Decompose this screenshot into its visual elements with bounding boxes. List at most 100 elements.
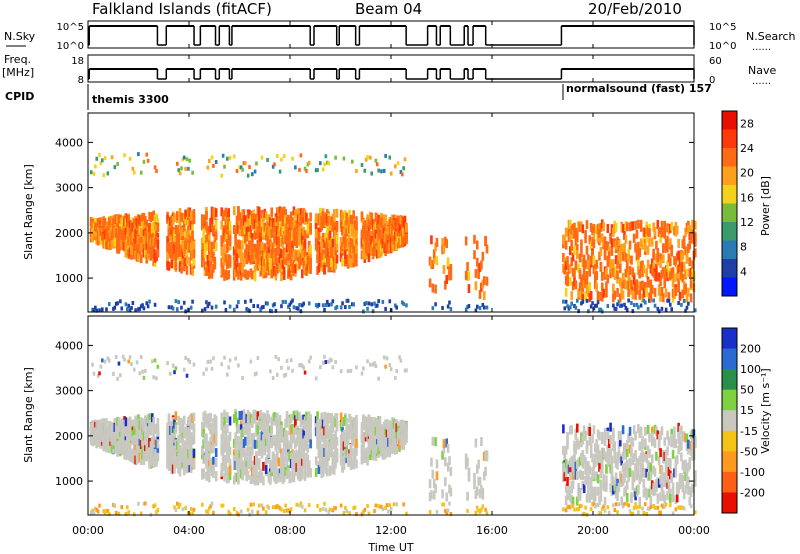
velocity-cell-1129 — [266, 419, 269, 429]
velocity-cell-1656 — [344, 505, 347, 510]
velocity-cell-1381 — [299, 501, 303, 506]
velocity-cell-1844 — [374, 452, 378, 462]
power-cell-2042 — [402, 217, 405, 227]
velocity-cell-1757 — [362, 366, 365, 371]
power-cell-1677 — [348, 234, 351, 244]
power-cell-641 — [185, 240, 189, 250]
velocity-cell-1296 — [288, 450, 292, 460]
velocity-cell-1124 — [264, 429, 268, 439]
power-cell-1894 — [381, 229, 385, 239]
velocity-cell-480 — [155, 423, 158, 433]
power-cell-1371 — [299, 215, 303, 225]
power-cell-1613 — [339, 242, 343, 252]
power-cell-1060 — [256, 258, 260, 268]
velocity-cell-1564 — [328, 357, 332, 362]
power-cell-2431 — [632, 233, 636, 243]
power-cell-2340 — [612, 283, 615, 293]
power-cell-2661 — [689, 278, 693, 288]
velocity-cell-333 — [134, 415, 137, 425]
power-cell-1310 — [291, 247, 294, 257]
power-cell-391 — [142, 248, 146, 258]
power-cell-2673 — [694, 237, 697, 247]
nsky-ytick-bottom-left: 10^0 — [57, 41, 84, 52]
power-cell-1141 — [267, 227, 271, 237]
velocity-cell-1402 — [302, 365, 305, 370]
velocity-cell-1447 — [309, 422, 312, 432]
velocity-cell-701 — [192, 426, 196, 436]
velocity-cell-1898 — [381, 431, 385, 441]
power-cell-2377 — [620, 279, 623, 289]
power-cell-1395 — [302, 260, 305, 270]
velocity-cell-1744 — [360, 422, 364, 432]
power-cell-927 — [238, 227, 242, 237]
power-cell-2578 — [669, 238, 672, 248]
velocity-cell-1299 — [288, 471, 292, 481]
power-cell-494 — [156, 240, 160, 250]
power-cell-1913 — [384, 244, 387, 254]
power-cell-2212 — [580, 277, 583, 287]
power-cell-935 — [239, 220, 243, 230]
power-cell-1062 — [256, 226, 260, 236]
power-cell-1637 — [342, 240, 346, 250]
power-cell-2125 — [481, 279, 485, 289]
power-cell-855 — [225, 238, 229, 248]
power-cell-119 — [105, 240, 108, 250]
power-cell-2607 — [677, 238, 680, 248]
velocity-cell-1984 — [394, 438, 397, 448]
power-cell-1656 — [345, 227, 349, 237]
power-cell-2374 — [619, 293, 622, 303]
velocity-cell-1700 — [350, 436, 354, 446]
power-cell-2334 — [609, 269, 612, 279]
velocity-cell-1134 — [266, 443, 269, 453]
velocity-cell-1665 — [345, 446, 349, 456]
power-cell-723 — [203, 214, 207, 224]
power-cell-944 — [241, 252, 244, 262]
power-cell-1327 — [294, 209, 297, 219]
velocity-cell-502 — [166, 448, 169, 458]
power-cell-2672 — [694, 248, 697, 258]
velocity-cell-1166 — [271, 435, 275, 445]
velocity-cell-680 — [189, 449, 193, 459]
velocity-cell-2089 — [441, 502, 444, 507]
power-cell-2611 — [677, 301, 680, 306]
velocity-cell-3 — [89, 428, 93, 438]
power-cell-269 — [126, 246, 129, 256]
velocity-cell-710 — [200, 445, 204, 455]
power-cell-1645 — [344, 233, 347, 243]
power-cell-258 — [124, 240, 128, 250]
velocity-cell-1519 — [323, 447, 326, 457]
velocity-cell-1782 — [366, 447, 369, 457]
velocity-cell-464 — [152, 453, 155, 463]
velocity-cell-2135 — [482, 471, 486, 481]
power-cell-860 — [227, 259, 230, 269]
velocity-cell-1857 — [375, 420, 379, 430]
power-cell-1009 — [249, 268, 253, 278]
velocity-cell-1370 — [298, 503, 301, 508]
power-cell-2128 — [482, 276, 486, 286]
velocity-cell-1866 — [377, 444, 380, 454]
velocity-cell-873 — [227, 438, 230, 448]
power-cell-1061 — [256, 242, 260, 252]
power-cell-947 — [241, 227, 244, 237]
power-cell-2321 — [606, 241, 610, 251]
power-cell-1843 — [374, 229, 378, 239]
velocity-cell-320 — [132, 454, 136, 464]
velocity-cell-1388 — [300, 415, 304, 425]
velocity-cell-635 — [184, 449, 187, 459]
power-cell-991 — [246, 173, 250, 178]
power-cell-2521 — [655, 263, 658, 273]
power-cell-813 — [220, 266, 224, 276]
velocity-cell-1410 — [303, 472, 307, 482]
power-cell-1281 — [287, 261, 290, 271]
power-cell-1204 — [275, 154, 279, 159]
power-cell-422 — [146, 226, 150, 236]
power-cell-897 — [234, 229, 237, 239]
velocity-cell-723 — [202, 428, 205, 438]
velocity-cell-280 — [127, 417, 130, 427]
power-cell-2603 — [675, 225, 679, 235]
power-cell-537 — [171, 246, 175, 256]
power-cell-1876 — [378, 216, 382, 226]
velocity-cell-755 — [206, 509, 210, 514]
velocity-cell-1997 — [395, 445, 399, 455]
power-cell-2373 — [619, 264, 622, 274]
